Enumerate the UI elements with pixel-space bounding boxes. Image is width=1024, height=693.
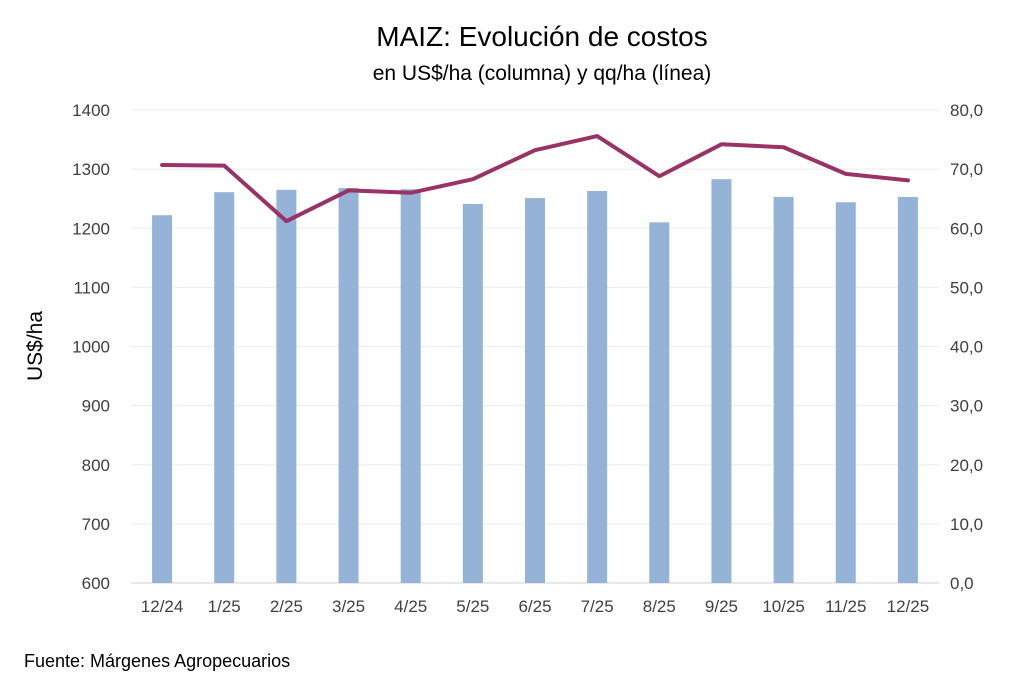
- source-note: Fuente: Márgenes Agropecuarios: [24, 651, 290, 671]
- x-tick-label: 5/25: [456, 597, 489, 616]
- y-right-tick-label: 50,0: [950, 278, 983, 297]
- x-tick-label: 3/25: [332, 597, 365, 616]
- y-right-tick-label: 70,0: [950, 160, 983, 179]
- y-right-tick-label: 0,0: [950, 574, 974, 593]
- x-tick-label: 8/25: [643, 597, 676, 616]
- y-right-tick-label: 40,0: [950, 338, 983, 357]
- chart-subtitle: en US$/ha (columna) y qq/ha (línea): [373, 62, 712, 85]
- y-tick-label: 700: [82, 515, 110, 534]
- x-tick-label: 2/25: [270, 597, 303, 616]
- y-tick-label: 1300: [72, 160, 110, 179]
- x-tick-label: 6/25: [518, 597, 551, 616]
- bar-12-25: [897, 196, 918, 583]
- x-tick-label: 9/25: [705, 597, 738, 616]
- bar-9-25: [711, 179, 732, 583]
- y-tick-label: 1200: [72, 219, 110, 238]
- bar-12-24: [152, 215, 173, 583]
- y-tick-label: 900: [82, 397, 110, 416]
- y-right-tick-label: 60,0: [950, 219, 983, 238]
- y-tick-label: 600: [82, 574, 110, 593]
- x-tick-label: 11/25: [825, 597, 866, 616]
- x-tick-label: 10/25: [762, 597, 805, 616]
- y-right-tick-label: 10,0: [950, 515, 983, 534]
- x-tick-label: 12/24: [141, 597, 184, 616]
- bar-8-25: [649, 222, 670, 583]
- y-right-tick-label: 80,0: [950, 101, 983, 120]
- y-tick-label: 1400: [72, 101, 110, 120]
- bar-4-25: [400, 189, 421, 584]
- x-tick-label: 12/25: [887, 597, 930, 616]
- bar-11-25: [835, 202, 856, 584]
- chart-title: MAIZ: Evolución de costos: [376, 21, 707, 52]
- bar-10-25: [773, 196, 794, 583]
- bar-1-25: [214, 192, 235, 583]
- bar-3-25: [338, 188, 359, 584]
- y-axis-label: US$/ha: [24, 311, 47, 381]
- bar-5-25: [462, 204, 483, 584]
- bar-6-25: [525, 198, 545, 583]
- x-tick-label: 4/25: [394, 597, 427, 616]
- y-tick-label: 800: [82, 456, 110, 475]
- x-tick-label: 1/25: [208, 597, 241, 616]
- y-right-tick-label: 20,0: [950, 456, 983, 475]
- y-tick-label: 1100: [73, 278, 110, 297]
- bar-2-25: [276, 189, 297, 583]
- qq-ha-line: [160, 134, 910, 224]
- x-tick-label: 7/25: [581, 597, 614, 616]
- bar-7-25: [587, 191, 608, 583]
- y-right-tick-label: 30,0: [950, 397, 983, 416]
- y-tick-label: 1000: [72, 338, 110, 357]
